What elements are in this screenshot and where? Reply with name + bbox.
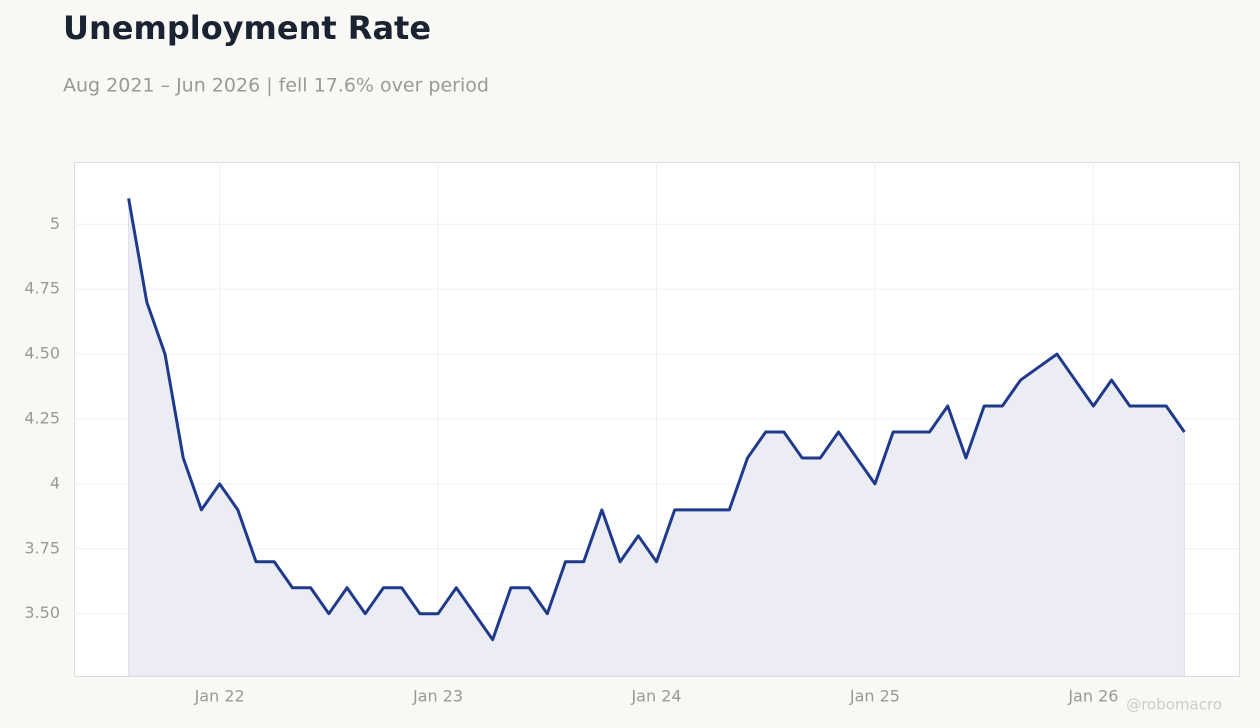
y-tick-label: 4.50: [24, 344, 60, 363]
y-tick-label: 3.75: [24, 538, 60, 557]
chart-title: Unemployment Rate: [63, 9, 431, 47]
chart-subtitle: Aug 2021 – Jun 2026 | fell 17.6% over pe…: [63, 75, 489, 97]
watermark: @robomacro: [1126, 696, 1222, 714]
x-tick-label: Jan 22: [194, 687, 245, 706]
x-tick-label: Jan 24: [630, 687, 681, 706]
x-tick-label: Jan 23: [412, 687, 463, 706]
y-tick-label: 3.50: [24, 603, 60, 622]
line: [127, 198, 1186, 642]
y-tick-label: 4: [50, 473, 60, 492]
x-tick-label: Jan 25: [849, 687, 900, 706]
y-tick-label: 5: [50, 214, 60, 233]
x-tick-label: Jan 26: [1067, 687, 1118, 706]
y-tick-label: 4.75: [24, 279, 60, 298]
y-tick-label: 4.25: [24, 409, 60, 428]
